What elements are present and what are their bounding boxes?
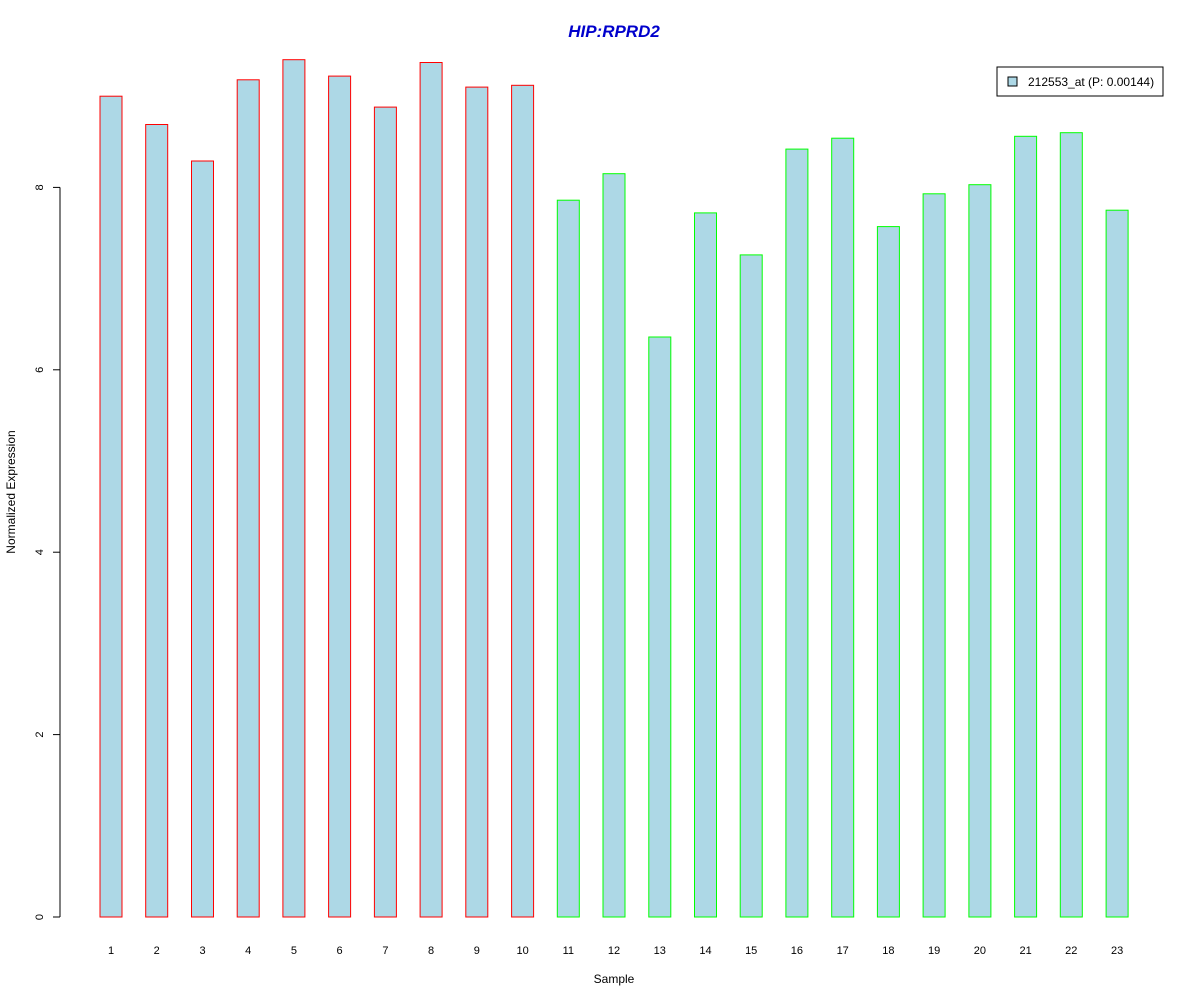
y-tick-label: 6 (34, 367, 46, 373)
y-axis-label: Normalized Expression (4, 430, 18, 553)
x-tick-label-13: 13 (654, 945, 666, 957)
x-tick-label-11: 11 (563, 945, 574, 957)
bar-sample-11 (556, 199, 580, 918)
x-tick-label-4: 4 (245, 945, 251, 957)
chart-title: HIP:RPRD2 (568, 22, 660, 41)
bar-sample-17 (831, 137, 855, 918)
bar-sample-1 (99, 95, 123, 918)
legend-label: 212553_at (P: 0.00144) (1028, 75, 1154, 89)
x-tick-label-6: 6 (337, 945, 343, 957)
bar-sample-6 (328, 75, 352, 918)
bar-sample-16 (785, 148, 809, 918)
bar-sample-23 (1105, 209, 1129, 918)
bar-sample-8 (419, 62, 443, 918)
bar-sample-9 (465, 86, 489, 918)
x-tick-label-18: 18 (882, 945, 894, 957)
bar-sample-20 (968, 184, 992, 918)
x-tick-label-21: 21 (1019, 945, 1031, 957)
y-tick-label: 8 (34, 184, 46, 190)
x-tick-label-22: 22 (1065, 945, 1077, 957)
bar-sample-7 (373, 106, 397, 918)
x-tick-label-14: 14 (699, 945, 711, 957)
x-tick-label-10: 10 (516, 945, 528, 957)
bar-sample-3 (191, 160, 214, 918)
bar-sample-10 (511, 84, 535, 918)
y-tick-label: 0 (34, 914, 46, 920)
legend: 212553_at (P: 0.00144) (996, 66, 1164, 97)
bar-sample-15 (739, 254, 763, 918)
y-tick-label: 4 (34, 549, 46, 555)
x-tick-label-15: 15 (745, 945, 757, 957)
x-tick-label-2: 2 (154, 945, 160, 957)
x-tick-label-9: 9 (474, 945, 480, 957)
bar-sample-12 (602, 173, 626, 918)
bar-sample-4 (236, 79, 260, 918)
bar-sample-21 (1014, 135, 1038, 918)
x-axis-label: Sample (594, 972, 635, 986)
x-tick-label-19: 19 (928, 945, 940, 957)
legend-swatch (1007, 76, 1018, 87)
x-tick-label-7: 7 (382, 945, 388, 957)
x-tick-label-23: 23 (1111, 945, 1123, 957)
x-tick-label-20: 20 (974, 945, 986, 957)
bar-sample-2 (145, 124, 169, 918)
x-tick-label-8: 8 (428, 945, 434, 957)
y-tick-label: 2 (34, 732, 46, 738)
bar-sample-13 (648, 336, 672, 918)
x-tick-label-16: 16 (791, 945, 803, 957)
bar-sample-18 (876, 226, 900, 918)
x-tick-label-12: 12 (608, 945, 620, 957)
bars-group (99, 59, 1129, 918)
x-tick-label-17: 17 (837, 945, 849, 957)
legend-box (996, 66, 1164, 97)
bar-sample-5 (282, 59, 306, 918)
x-tick-label-1: 1 (108, 945, 114, 957)
x-tick-label-5: 5 (291, 945, 297, 957)
x-tick-label-3: 3 (199, 945, 205, 957)
bar-sample-22 (1059, 132, 1083, 918)
bar-sample-14 (694, 212, 717, 918)
bar-sample-19 (922, 193, 946, 918)
x-axis-tick-labels: 1 2 3 4 5 6 7 8 9 10 11 12 13 14 15 16 17 18 19 20 21 22 23 (108, 945, 1123, 957)
y-axis: 0 2 4 6 8 (34, 184, 61, 920)
